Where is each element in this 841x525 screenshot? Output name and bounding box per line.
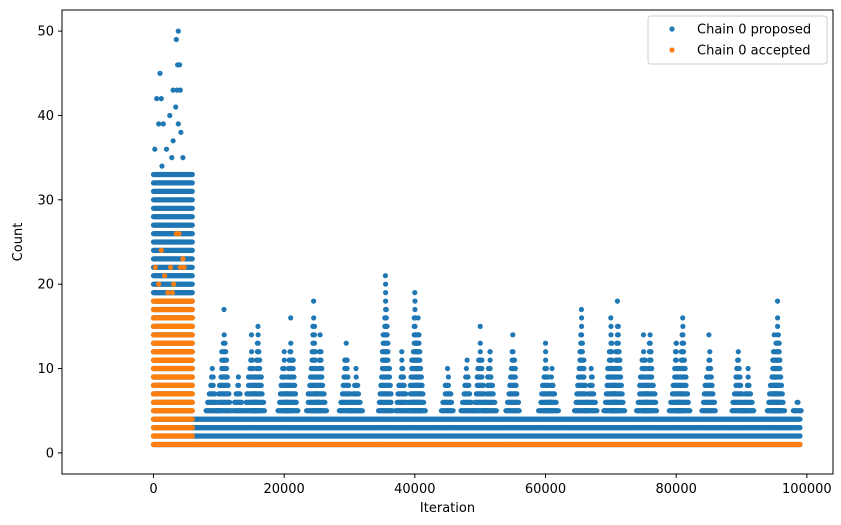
point-proposed xyxy=(189,231,195,237)
point-proposed xyxy=(189,171,195,178)
point-proposed xyxy=(189,256,195,262)
point-proposed xyxy=(189,197,195,203)
point-proposed xyxy=(189,239,195,245)
point-proposed xyxy=(189,290,195,296)
point-proposed xyxy=(189,188,195,194)
point-proposed xyxy=(189,214,195,220)
point-proposed xyxy=(189,222,195,228)
point-proposed xyxy=(189,273,195,279)
point-proposed xyxy=(189,180,195,186)
point-proposed xyxy=(189,281,195,287)
series-proposed-points xyxy=(150,28,804,448)
point-proposed xyxy=(189,264,195,270)
point-proposed xyxy=(189,205,195,211)
point-proposed xyxy=(189,247,195,253)
